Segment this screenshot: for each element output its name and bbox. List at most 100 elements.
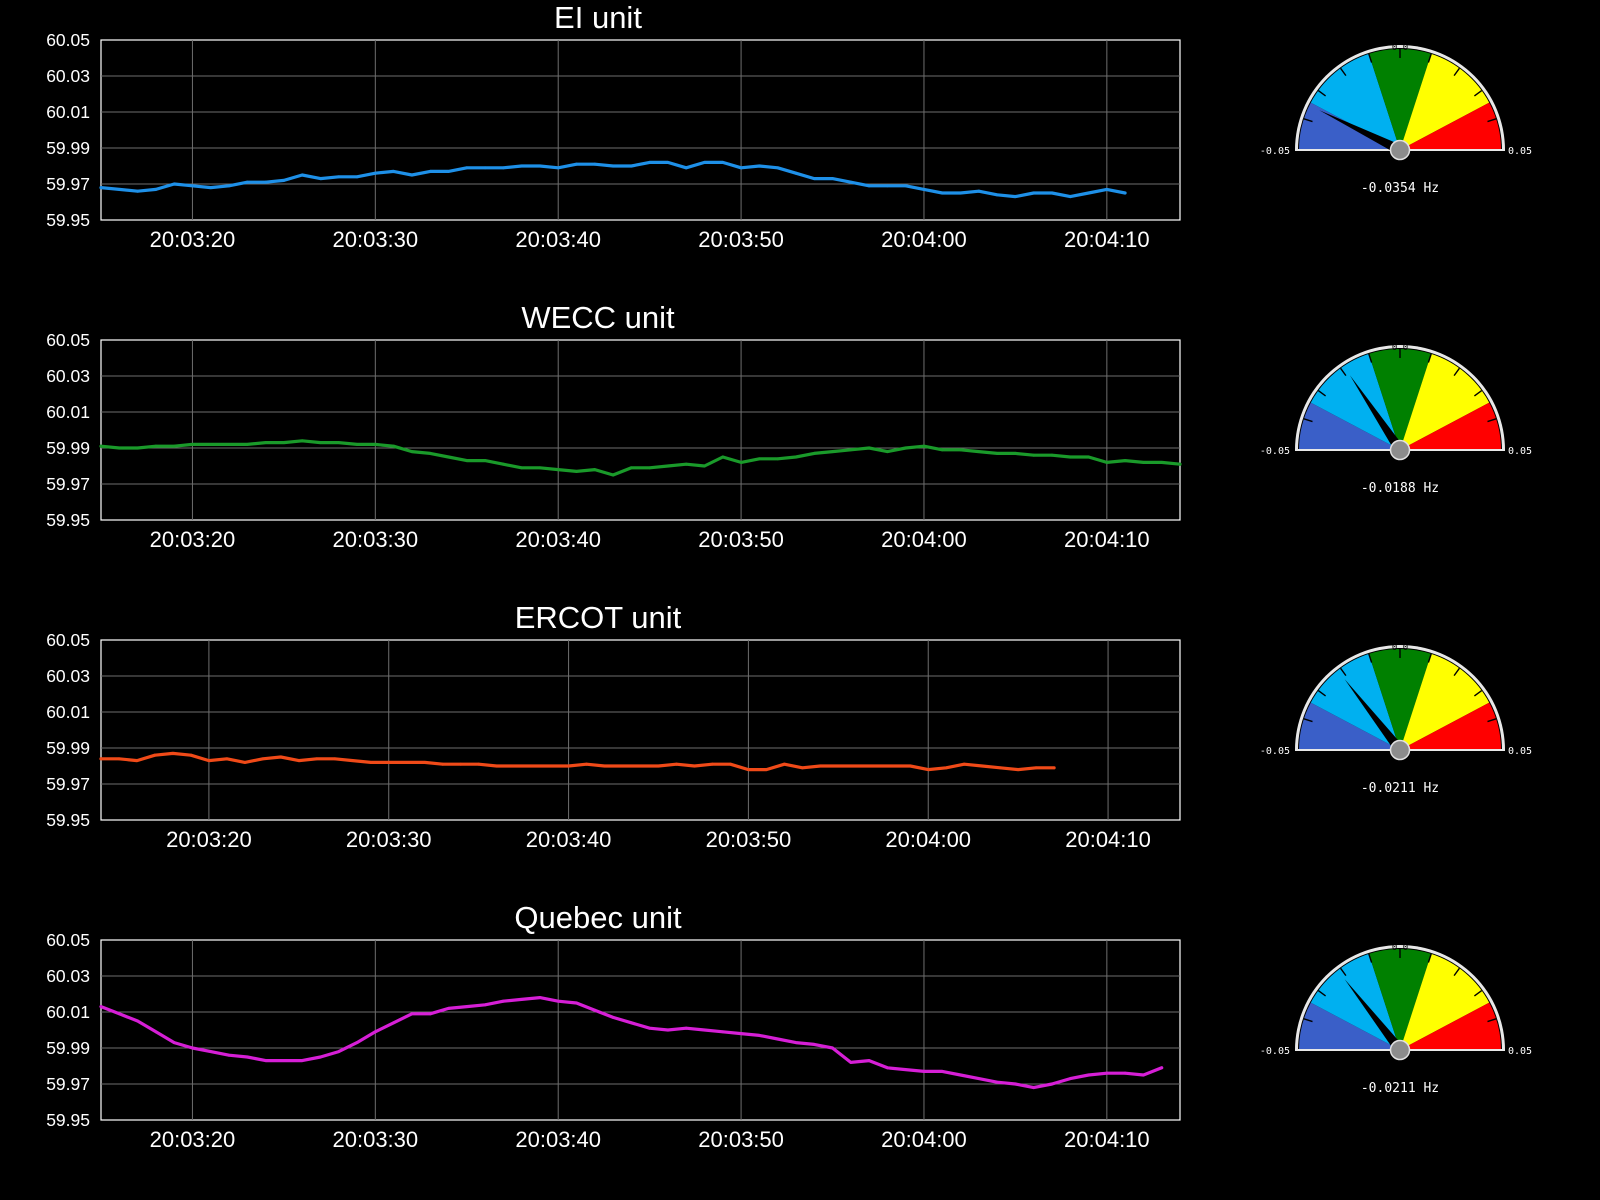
gauge-tick xyxy=(1487,418,1497,423)
data-point xyxy=(410,173,414,177)
data-point xyxy=(282,1059,286,1062)
data-point xyxy=(1087,191,1090,195)
x-tick-label: 20:03:50 xyxy=(698,227,784,252)
data-point xyxy=(337,1050,341,1053)
data-point xyxy=(904,446,908,450)
x-tick-label: 20:03:30 xyxy=(333,1127,419,1152)
band-yellow xyxy=(1400,353,1490,450)
data-point xyxy=(783,762,786,766)
y-tick-label: 60.01 xyxy=(46,402,90,422)
data-point xyxy=(282,179,286,182)
data-point xyxy=(836,764,840,768)
data-point xyxy=(886,1066,889,1070)
y-tick-label: 59.95 xyxy=(46,810,90,830)
data-point xyxy=(904,184,908,188)
data-point xyxy=(867,446,871,450)
data-point xyxy=(1068,195,1072,199)
y-tick-label: 60.05 xyxy=(46,30,90,50)
chart-title: ERCOT unit xyxy=(515,600,682,635)
gauge-tick xyxy=(1473,90,1483,97)
data-point xyxy=(209,186,213,190)
gauge-tick xyxy=(1317,90,1327,97)
gauge-hub xyxy=(1389,1039,1411,1061)
data-point xyxy=(225,757,229,761)
data-point xyxy=(117,188,121,191)
data-point xyxy=(575,1001,578,1005)
data-point xyxy=(99,186,103,190)
data-point xyxy=(423,761,427,764)
data-point xyxy=(812,452,816,455)
data-point xyxy=(154,188,158,191)
data-point xyxy=(908,764,912,768)
data-point xyxy=(1178,462,1182,466)
data-point xyxy=(684,166,688,170)
y-tick-label: 59.99 xyxy=(46,1038,90,1058)
data-point xyxy=(315,757,319,761)
data-point xyxy=(944,766,948,770)
gauge-tick xyxy=(1340,67,1347,77)
data-point xyxy=(538,466,542,470)
y-tick-label: 59.97 xyxy=(46,1074,90,1094)
data-point xyxy=(333,757,337,761)
data-point xyxy=(585,762,588,766)
data-point xyxy=(867,184,871,188)
x-tick-label: 20:04:00 xyxy=(881,1127,967,1152)
y-tick-label: 59.97 xyxy=(46,774,90,794)
data-point xyxy=(1052,766,1056,770)
data-point xyxy=(747,768,750,771)
data-point xyxy=(886,450,889,453)
data-point xyxy=(189,753,193,757)
data-point xyxy=(1032,453,1036,457)
data-point xyxy=(854,764,858,768)
data-point xyxy=(794,171,798,175)
gauge-tick xyxy=(1368,653,1373,663)
data-point xyxy=(520,998,523,1001)
data-point xyxy=(538,996,542,999)
data-point xyxy=(575,470,578,473)
gauge-tick xyxy=(1303,118,1313,123)
data-point xyxy=(319,441,322,444)
data-point xyxy=(99,757,103,761)
y-tick-label: 60.03 xyxy=(46,666,90,686)
gauge-tick xyxy=(1303,1018,1313,1023)
y-tick-label: 59.99 xyxy=(46,738,90,758)
data-point xyxy=(441,762,445,766)
gauge-hub xyxy=(1389,439,1411,461)
gauge-top-label: 0.0 xyxy=(1392,643,1408,653)
y-tick-label: 60.03 xyxy=(46,366,90,386)
band-light-blue xyxy=(1310,353,1400,450)
data-point xyxy=(245,180,249,184)
gauge-min-label: -0.05 xyxy=(1260,146,1290,157)
gauge-max-label: 0.05 xyxy=(1508,1046,1532,1057)
data-point xyxy=(812,177,816,181)
gauge-hub xyxy=(1389,739,1411,761)
data-point xyxy=(849,180,853,184)
data-point xyxy=(465,166,469,170)
y-tick-label: 59.97 xyxy=(46,474,90,494)
data-point xyxy=(447,455,450,459)
data-point xyxy=(209,1050,213,1053)
gauge-readout: -0.0211 Hz xyxy=(1361,781,1439,796)
gauge-needle xyxy=(1319,110,1403,155)
data-point xyxy=(648,1026,651,1030)
data-point xyxy=(191,443,194,446)
x-tick-label: 20:03:20 xyxy=(166,827,252,852)
band-green xyxy=(1368,648,1432,750)
data-point xyxy=(227,184,231,188)
data-point xyxy=(300,439,304,443)
y-tick-label: 59.99 xyxy=(46,438,90,458)
data-point xyxy=(959,448,962,452)
data-point xyxy=(739,166,743,170)
y-tick-label: 59.95 xyxy=(46,1110,90,1130)
data-point xyxy=(538,164,542,168)
data-point xyxy=(980,764,984,768)
x-tick-label: 20:04:10 xyxy=(1064,1127,1150,1152)
data-point xyxy=(729,762,732,766)
data-point xyxy=(351,759,355,762)
data-point xyxy=(1105,188,1109,191)
data-point xyxy=(243,761,247,764)
data-point xyxy=(392,1021,395,1025)
gauge-tick xyxy=(1303,718,1313,723)
gauge-max-label: 0.05 xyxy=(1508,146,1532,157)
data-point xyxy=(703,464,706,468)
